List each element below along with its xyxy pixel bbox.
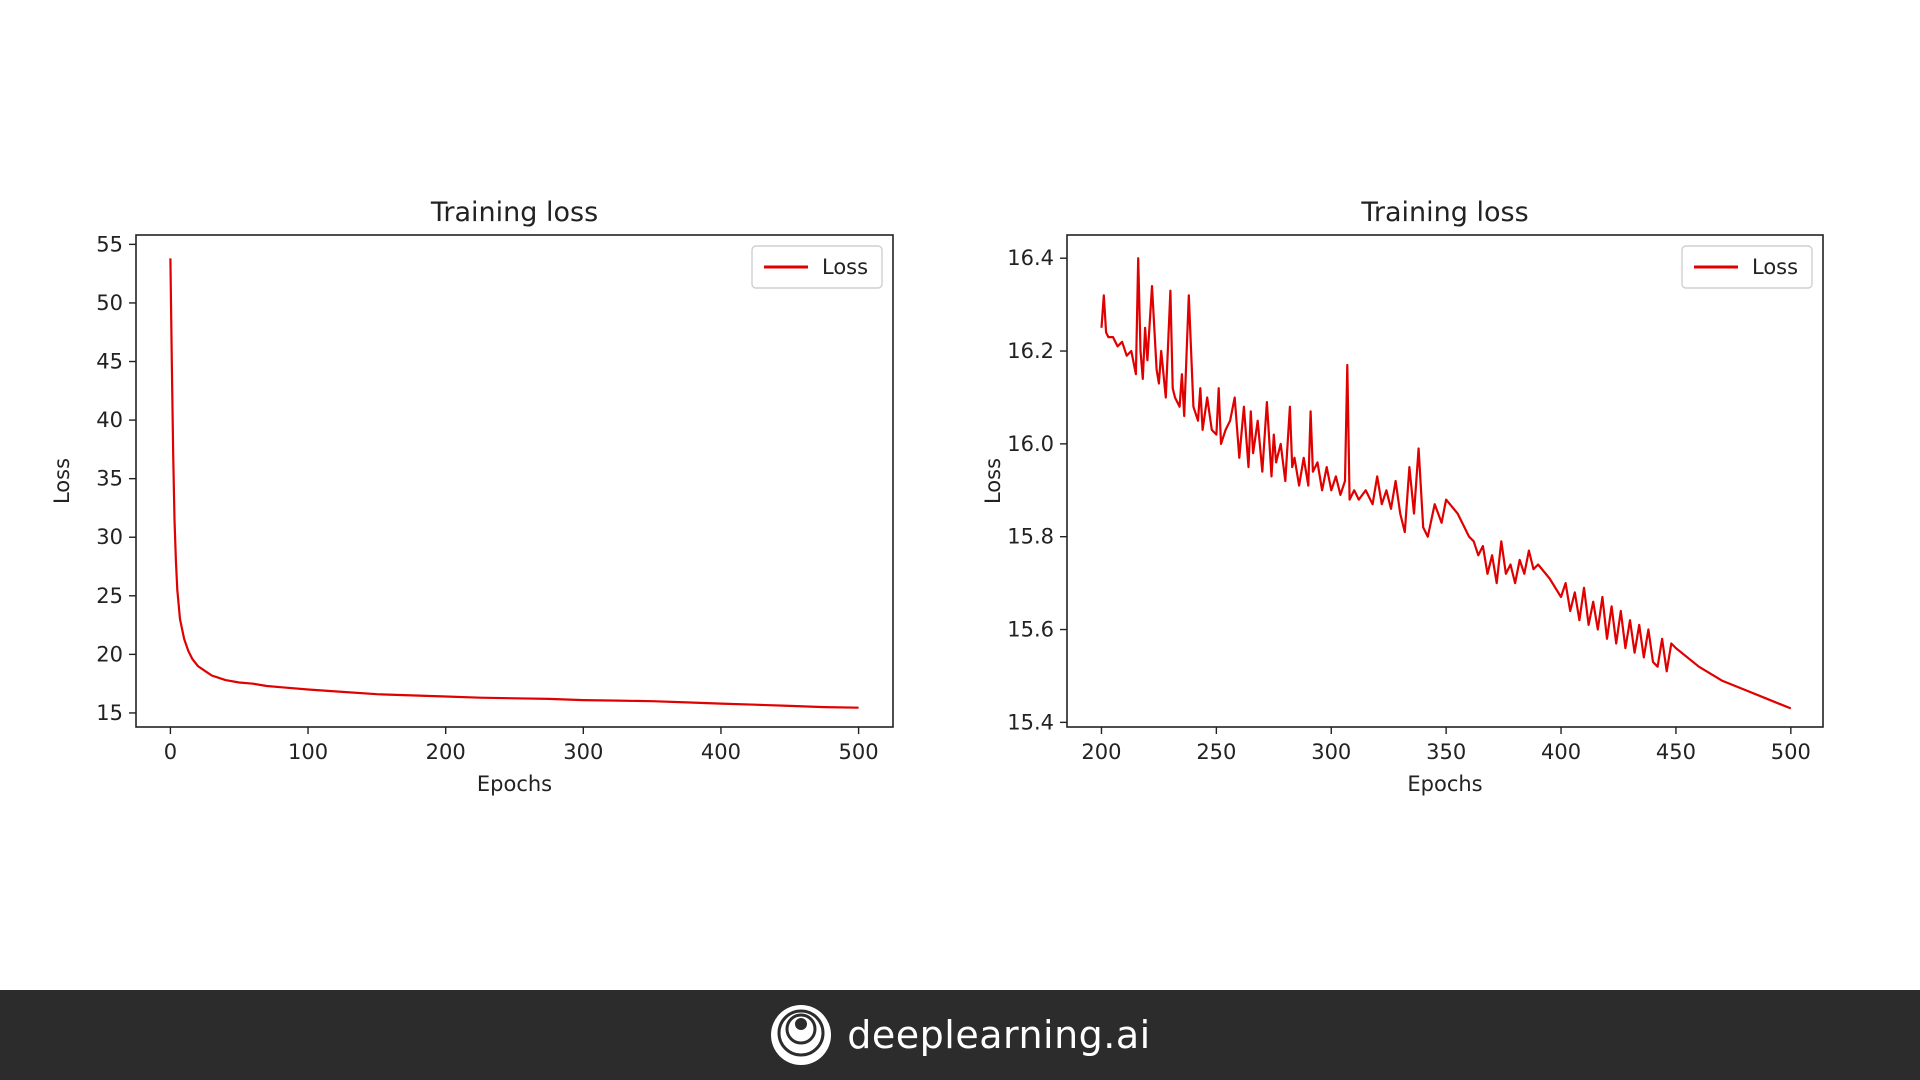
x-tick-label: 500 — [839, 740, 879, 764]
chart-training-loss-full: Training loss 0 100 200 300 400 500 15 20 25 30 35 4… — [50, 197, 894, 796]
x-tick-label: 450 — [1656, 740, 1696, 764]
y-tick-label: 55 — [96, 232, 123, 256]
legend-box — [1681, 245, 1813, 289]
y-tick-label: 45 — [96, 350, 123, 374]
legend-label: Loss — [1752, 255, 1798, 279]
brand-name: deeplearning.ai — [847, 1013, 1151, 1057]
x-tick-label: 200 — [426, 740, 466, 764]
footer-bar: deeplearning.ai — [0, 990, 1920, 1080]
y-axis-label: Loss — [50, 458, 74, 504]
series-line-loss — [1100, 257, 1792, 710]
legend-box — [751, 245, 883, 289]
y-tick-label: 16.4 — [1007, 246, 1054, 270]
chart-title: Training loss — [1360, 197, 1528, 228]
y-tick-label: 50 — [96, 291, 123, 315]
x-tick-label: 400 — [1541, 740, 1581, 764]
y-tick-label: 16.2 — [1007, 339, 1054, 363]
y-tick-label: 15.6 — [1007, 618, 1054, 642]
brand: deeplearning.ai — [769, 1003, 1150, 1067]
legend: Loss — [751, 245, 883, 289]
y-axis-label: Loss — [981, 458, 1005, 504]
series-line-loss — [169, 258, 859, 709]
x-tick-label: 0 — [164, 740, 177, 764]
x-tick-label: 250 — [1196, 740, 1236, 764]
y-tick-label: 25 — [96, 584, 123, 608]
y-tick-label: 15.8 — [1007, 525, 1054, 549]
y-tick-label: 40 — [96, 408, 123, 432]
y-tick-label: 30 — [96, 525, 123, 549]
legend: Loss — [1681, 245, 1813, 289]
y-tick-label: 15.4 — [1007, 710, 1054, 734]
x-tick-label: 350 — [1426, 740, 1466, 764]
y-tick-label: 16.0 — [1007, 432, 1054, 456]
plot-frame — [1066, 234, 1824, 728]
x-tick-label: 500 — [1771, 740, 1811, 764]
x-tick-label: 200 — [1081, 740, 1121, 764]
x-tick-label: 100 — [288, 740, 328, 764]
deeplearning-logo-icon — [771, 1005, 832, 1065]
x-axis-label: Epochs — [1407, 772, 1482, 796]
slide-content: Training loss 0 100 200 300 400 500 15 20 25 30 35 4… — [50, 197, 1824, 796]
x-tick-label: 400 — [701, 740, 741, 764]
y-tick-label: 20 — [96, 642, 123, 666]
x-tick-label: 300 — [563, 740, 603, 764]
x-tick-label: 300 — [1311, 740, 1351, 764]
chart-training-loss-zoomed: Training loss 200 250 300 350 400 450 500 15.4 15… — [981, 197, 1824, 796]
legend-label: Loss — [822, 255, 868, 279]
chart-title: Training loss — [430, 197, 598, 228]
y-tick-label: 15 — [96, 701, 123, 725]
x-axis-label: Epochs — [477, 772, 552, 796]
plot-frame — [135, 234, 894, 728]
y-tick-label: 35 — [96, 467, 123, 491]
